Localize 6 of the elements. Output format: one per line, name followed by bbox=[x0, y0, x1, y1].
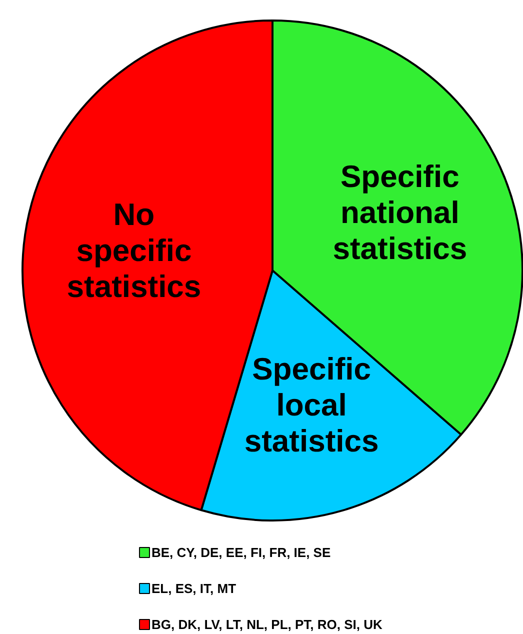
legend-label: EL, ES, IT, MT bbox=[152, 581, 236, 596]
text: No specific statistics bbox=[66, 196, 202, 304]
legend-label: BG, DK, LV, LT, NL, PL, PT, RO, SI, UK bbox=[152, 617, 383, 632]
text: Specific local statistics bbox=[244, 351, 379, 458]
legend-label: BE, CY, DE, EE, FI, FR, IE, SE bbox=[152, 545, 331, 560]
text: Specific national statistics bbox=[332, 158, 468, 266]
